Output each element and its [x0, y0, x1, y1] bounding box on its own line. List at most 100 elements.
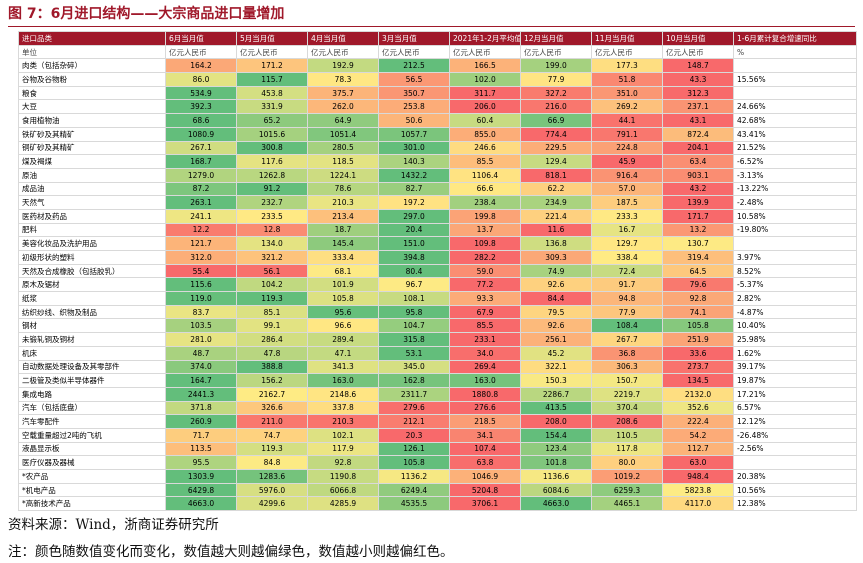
- category-name: 煤及褐煤: [18, 154, 166, 169]
- table-row: 钢材 103.5 99.1 96.6 104.7 85.5 92.6 108.4 105.8 10…: [18, 318, 857, 334]
- value-cell: 1432.2: [378, 167, 450, 183]
- value-cell: 119.0: [165, 291, 237, 306]
- category-name: 肉类（包括杂碎）: [18, 58, 166, 74]
- value-cell: 4299.6: [236, 496, 308, 512]
- value-cell: 63.0: [662, 455, 734, 470]
- value-cell: 1046.9: [449, 469, 521, 484]
- value-cell: 59.0: [449, 263, 521, 279]
- value-cell: 94.8: [591, 291, 663, 306]
- category-name: 二极管及类似半导体器件: [18, 373, 166, 388]
- value-cell: 1279.0: [165, 167, 237, 183]
- table-row: 食用植物油 68.6 65.2 64.9 50.6 60.4 66.9 44.1 43.1 42.…: [18, 113, 857, 128]
- value-cell: 101.8: [520, 455, 592, 470]
- value-cell: 79.5: [520, 304, 592, 320]
- value-cell: 392.3: [165, 99, 237, 115]
- value-cell: 68.6: [165, 113, 237, 128]
- category-name: *农产品: [18, 469, 166, 484]
- growth-cell: 43.41%: [733, 126, 857, 142]
- value-cell: 2162.7: [236, 386, 308, 402]
- figure-title: 图 7：6月进口结构——大宗商品进口量增加: [8, 3, 855, 27]
- category-name: 医药材及药品: [18, 208, 166, 224]
- growth-cell: 10.56%: [733, 482, 857, 498]
- value-cell: 280.5: [307, 140, 379, 156]
- value-cell: 791.1: [591, 126, 663, 142]
- value-cell: 251.9: [662, 332, 734, 347]
- value-cell: 77.9: [591, 304, 663, 320]
- category-name: 铜矿砂及其精矿: [18, 140, 166, 156]
- table-row: 天然及合成橡胶（包括胶乳） 55.4 56.1 68.1 80.4 59.0 74.9 72.…: [18, 263, 857, 279]
- value-cell: 218.5: [449, 414, 521, 429]
- value-cell: 18.7: [307, 222, 379, 238]
- value-cell: 297.0: [378, 208, 450, 224]
- value-cell: 84.4: [520, 291, 592, 306]
- column-header: 2021年1-2月平均值: [449, 31, 521, 46]
- table-row: 原木及锯材 115.6 104.2 101.9 96.7 77.2 92.6 91.7 79.6…: [18, 277, 857, 293]
- source-note: 资料来源：Wind，浙商证券研究所: [8, 517, 219, 533]
- growth-cell: 17.21%: [733, 386, 857, 402]
- value-cell: 253.8: [378, 99, 450, 115]
- value-cell: 1880.8: [449, 386, 521, 402]
- value-cell: 6259.3: [591, 482, 663, 498]
- growth-cell: [733, 85, 857, 101]
- value-cell: 6084.6: [520, 482, 592, 498]
- value-cell: 331.9: [236, 99, 308, 115]
- value-cell: 211.0: [236, 414, 308, 429]
- value-cell: 1015.6: [236, 126, 308, 142]
- growth-cell: -4.87%: [733, 304, 857, 320]
- table-row: 原油 1279.0 1262.8 1224.1 1432.2 1106.4 818.1 916…: [18, 167, 857, 183]
- table-row: 纺织纱线、织物及制品 83.7 85.1 95.6 95.8 67.9 79.5 77.9 74…: [18, 304, 857, 320]
- category-name: 美容化妆品及洗护用品: [18, 236, 166, 251]
- value-cell: 1136.2: [378, 469, 450, 484]
- value-cell: 233.3: [591, 208, 663, 224]
- value-cell: 107.4: [449, 441, 521, 457]
- value-cell: 333.4: [307, 250, 379, 265]
- value-cell: 5976.0: [236, 482, 308, 498]
- value-cell: 321.2: [236, 250, 308, 265]
- value-cell: 2441.3: [165, 386, 237, 402]
- growth-cell: -5.37%: [733, 277, 857, 293]
- value-cell: 148.7: [662, 58, 734, 74]
- column-header: 11月当月值: [591, 31, 663, 46]
- column-header: 12月当月值: [520, 31, 592, 46]
- value-cell: 105.8: [378, 455, 450, 470]
- value-cell: 1190.8: [307, 469, 379, 484]
- value-cell: 126.1: [378, 441, 450, 457]
- value-cell: 119.3: [236, 291, 308, 306]
- value-cell: 129.7: [591, 236, 663, 251]
- value-cell: 818.1: [520, 167, 592, 183]
- value-cell: 101.9: [307, 277, 379, 293]
- value-cell: 47.8: [236, 345, 308, 361]
- value-cell: 273.7: [662, 359, 734, 375]
- unit-cell: %: [733, 44, 857, 60]
- growth-cell: 42.68%: [733, 113, 857, 128]
- value-cell: 168.7: [165, 154, 237, 169]
- value-cell: 150.3: [520, 373, 592, 388]
- value-cell: 43.2: [662, 181, 734, 197]
- category-name: 原油: [18, 167, 166, 183]
- table-row: 机床 48.7 47.8 47.1 53.1 34.0 45.2 36.8 33.6 1.62%: [18, 345, 857, 361]
- value-cell: 43.3: [662, 72, 734, 87]
- value-cell: 162.8: [378, 373, 450, 388]
- table-row: 医药材及药品 241.1 233.5 213.4 297.0 199.8 221.4 233.…: [18, 208, 857, 224]
- value-cell: 86.0: [165, 72, 237, 87]
- value-cell: 171.2: [236, 58, 308, 74]
- column-header: 3月当月值: [378, 31, 450, 46]
- value-cell: 95.8: [378, 304, 450, 320]
- value-cell: 164.7: [165, 373, 237, 388]
- value-cell: 221.4: [520, 208, 592, 224]
- category-name: 天然气: [18, 195, 166, 210]
- growth-cell: 3.97%: [733, 250, 857, 265]
- value-cell: 394.8: [378, 250, 450, 265]
- value-cell: 262.0: [307, 99, 379, 115]
- value-cell: 154.4: [520, 427, 592, 443]
- value-cell: 56.5: [378, 72, 450, 87]
- value-cell: 212.1: [378, 414, 450, 429]
- value-cell: 54.2: [662, 427, 734, 443]
- category-name: 谷物及谷物粉: [18, 72, 166, 87]
- value-cell: 117.9: [307, 441, 379, 457]
- value-cell: 96.7: [378, 277, 450, 293]
- value-cell: 286.4: [236, 332, 308, 347]
- category-name: 铁矿砂及其精矿: [18, 126, 166, 142]
- table-row: 肥料 12.2 12.8 18.7 20.4 13.7 11.6 16.7 13.2 -19.80…: [18, 222, 857, 238]
- value-cell: 115.7: [236, 72, 308, 87]
